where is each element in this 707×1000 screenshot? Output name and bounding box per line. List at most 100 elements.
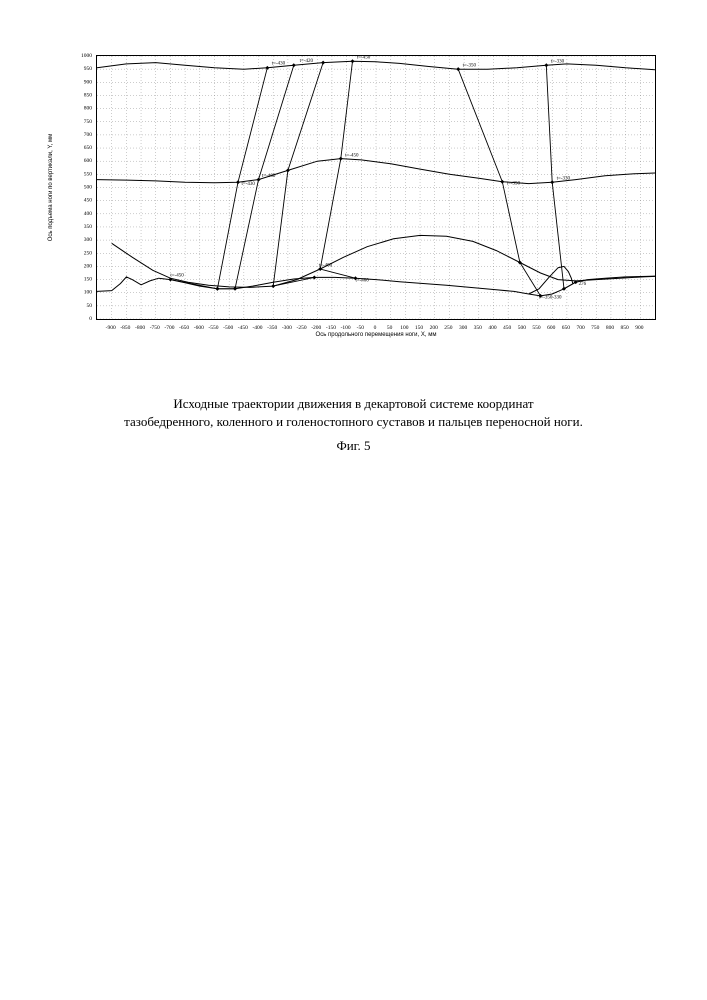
point-label: t=-400 [355, 279, 369, 284]
point-label: t=-400 [262, 174, 276, 179]
point-label: t=-450 [357, 56, 371, 61]
point-label: t=-350 [507, 181, 521, 186]
svg-text:-300: -300 [282, 325, 292, 331]
svg-text:50: 50 [387, 325, 393, 331]
joint-marker [456, 67, 460, 71]
y-ticks: 0501001502002503003504004505005506006507… [50, 50, 96, 325]
svg-text:100: 100 [400, 325, 409, 331]
svg-text:-800: -800 [135, 325, 145, 331]
limb-t=-450 [320, 61, 355, 278]
svg-text:1000: 1000 [81, 53, 92, 59]
svg-text:850: 850 [621, 325, 630, 331]
svg-text:0: 0 [89, 316, 92, 322]
svg-text:300: 300 [459, 325, 468, 331]
svg-text:250: 250 [444, 325, 453, 331]
figure-label: Фиг. 5 [0, 438, 707, 454]
svg-text:800: 800 [606, 325, 615, 331]
svg-text:450: 450 [503, 325, 512, 331]
point-label: t=-420 [300, 59, 314, 64]
svg-text:300: 300 [84, 237, 93, 243]
svg-text:0: 0 [374, 325, 377, 331]
figure-caption: Исходные траектории движения в декартово… [0, 395, 707, 430]
page: Ось подъема ноги по вертикали, Y, мм t=-… [0, 0, 707, 1000]
svg-text:-100: -100 [341, 325, 351, 331]
chart-container: Ось подъема ноги по вертикали, Y, мм t=-… [50, 55, 660, 345]
svg-text:-500: -500 [223, 325, 233, 331]
joint-marker [257, 178, 261, 182]
svg-text:500: 500 [84, 185, 93, 191]
svg-text:500: 500 [518, 325, 527, 331]
point-label: t=-430 [241, 182, 255, 187]
svg-text:350: 350 [84, 224, 93, 230]
svg-text:200: 200 [84, 263, 93, 269]
caption-line-1: Исходные траектории движения в декартово… [173, 396, 533, 411]
joint-marker [339, 157, 343, 161]
connectors-group [170, 61, 575, 296]
limb-t=-430 [170, 68, 267, 289]
plot-area: t=-430 t=-420 t=-450 t=-350 t=-330 t=-430 t=-4… [96, 55, 656, 320]
svg-text:-900: -900 [106, 325, 116, 331]
limb-t=-420 [217, 65, 293, 289]
svg-text:900: 900 [84, 79, 93, 85]
x-axis-label: Ось продольного перемещения ноги, X, мм [96, 332, 656, 338]
svg-text:-750: -750 [150, 325, 160, 331]
point-label: t=-450 [170, 273, 184, 278]
svg-text:850: 850 [84, 92, 93, 98]
svg-text:-550: -550 [208, 325, 218, 331]
joint-marker [215, 287, 219, 291]
svg-text:100: 100 [84, 290, 93, 296]
joint-marker [500, 180, 504, 184]
caption-line-2: тазобедренного, коленного и голеностопно… [124, 414, 583, 429]
joint-marker [351, 59, 355, 63]
svg-text:950: 950 [84, 66, 93, 72]
svg-text:550: 550 [532, 325, 541, 331]
point-labels-group: t=-430 t=-420 t=-450 t=-350 t=-330 t=-430 t=-4… [170, 56, 586, 300]
point-label: t=-330 [557, 177, 571, 182]
svg-text:700: 700 [576, 325, 585, 331]
svg-text:-450: -450 [238, 325, 248, 331]
svg-text:600: 600 [84, 158, 93, 164]
point-label: t=-350 [463, 64, 477, 69]
svg-text:150: 150 [415, 325, 424, 331]
markers-group [168, 59, 577, 298]
joint-marker [312, 275, 316, 279]
point-label: t=-400 [319, 263, 333, 268]
svg-text:-250: -250 [297, 325, 307, 331]
svg-text:650: 650 [562, 325, 571, 331]
limb-t=-350 [458, 69, 540, 296]
svg-text:650: 650 [84, 145, 93, 151]
point-label: t=-330 [551, 60, 565, 65]
svg-text:50: 50 [87, 303, 93, 309]
svg-text:800: 800 [84, 106, 93, 112]
plot-svg: t=-430 t=-420 t=-450 t=-350 t=-330 t=-430 t=-4… [97, 56, 655, 319]
svg-text:750: 750 [591, 325, 600, 331]
svg-text:-600: -600 [194, 325, 204, 331]
svg-text:450: 450 [84, 198, 93, 204]
svg-text:550: 550 [84, 171, 93, 177]
svg-text:700: 700 [84, 132, 93, 138]
svg-text:400: 400 [84, 211, 93, 217]
svg-text:-850: -850 [120, 325, 130, 331]
point-label: t=-350-330 [539, 295, 562, 300]
svg-text:150: 150 [84, 277, 93, 283]
svg-text:-150: -150 [326, 325, 336, 331]
joint-marker [321, 61, 325, 65]
joint-marker [292, 63, 296, 67]
svg-text:-50: -50 [357, 325, 365, 331]
joint-marker [271, 284, 275, 288]
svg-text:-200: -200 [311, 325, 321, 331]
svg-text:600: 600 [547, 325, 556, 331]
svg-text:-700: -700 [164, 325, 174, 331]
svg-text:-650: -650 [179, 325, 189, 331]
svg-text:400: 400 [488, 325, 497, 331]
svg-text:-350: -350 [267, 325, 277, 331]
joint-marker [550, 180, 554, 184]
joint-marker [518, 260, 522, 264]
joint-marker [286, 168, 290, 172]
joint-marker [236, 180, 240, 184]
svg-text:350: 350 [474, 325, 483, 331]
svg-text:200: 200 [430, 325, 439, 331]
joint-marker [544, 63, 548, 67]
point-label: t=-430 [272, 61, 286, 66]
svg-text:750: 750 [84, 119, 93, 125]
